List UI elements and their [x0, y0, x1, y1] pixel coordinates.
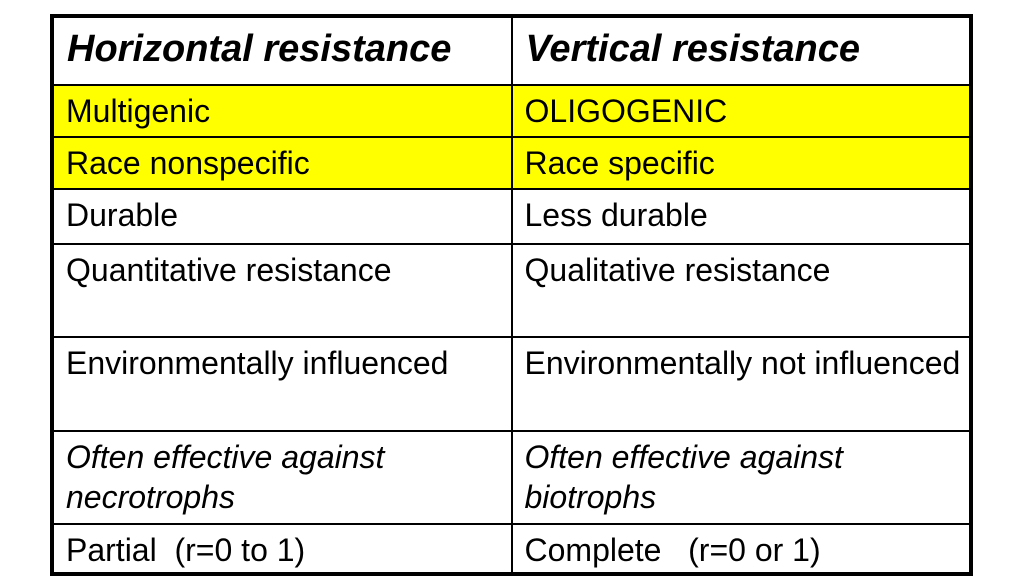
table-row-race-specificity: Race nonspecific Race specific: [51, 136, 972, 190]
table-row-multigenic: Multigenic OLIGOGENIC: [51, 84, 972, 138]
cell-horizontal: Multigenic: [51, 84, 513, 138]
table-body: Multigenic OLIGOGENIC Race nonspecific R…: [51, 84, 972, 576]
table-row-effectiveness: Often effective against necrotrophs Ofte…: [51, 430, 972, 525]
header-row: Horizontal resistance Vertical resistanc…: [51, 15, 972, 86]
cell-vertical: Race specific: [510, 136, 972, 190]
cell-vertical: OLIGOGENIC: [510, 84, 972, 138]
cell-horizontal: Durable: [51, 188, 513, 245]
cell-vertical: Less durable: [510, 188, 972, 245]
table-row-completeness: Partial (r=0 to 1) Complete (r=0 or 1): [51, 522, 972, 576]
cell-horizontal: Race nonspecific: [51, 136, 513, 190]
table-row-environment-influence: Environmentally influenced Environmental…: [51, 336, 972, 432]
resistance-comparison-table: Horizontal resistance Vertical resistanc…: [50, 14, 973, 576]
table-row-durability: Durable Less durable: [51, 188, 972, 245]
cell-vertical: Environmentally not influenced: [510, 336, 972, 432]
cell-horizontal: Often effective against necrotrophs: [51, 430, 513, 525]
cell-vertical: Qualitative resistance: [510, 243, 972, 338]
table-row-resistance-type: Quantitative resistance Qualitative resi…: [51, 243, 972, 338]
cell-horizontal: Quantitative resistance: [51, 243, 513, 338]
cell-vertical: Often effective against biotrophs: [510, 430, 972, 525]
cell-horizontal: Environmentally influenced: [51, 336, 513, 432]
column-header-vertical-resistance: Vertical resistance: [510, 15, 972, 86]
cell-horizontal: Partial (r=0 to 1): [51, 522, 513, 576]
table-header: Horizontal resistance Vertical resistanc…: [51, 15, 972, 86]
column-header-horizontal-resistance: Horizontal resistance: [51, 15, 513, 86]
cell-vertical: Complete (r=0 or 1): [510, 522, 972, 576]
